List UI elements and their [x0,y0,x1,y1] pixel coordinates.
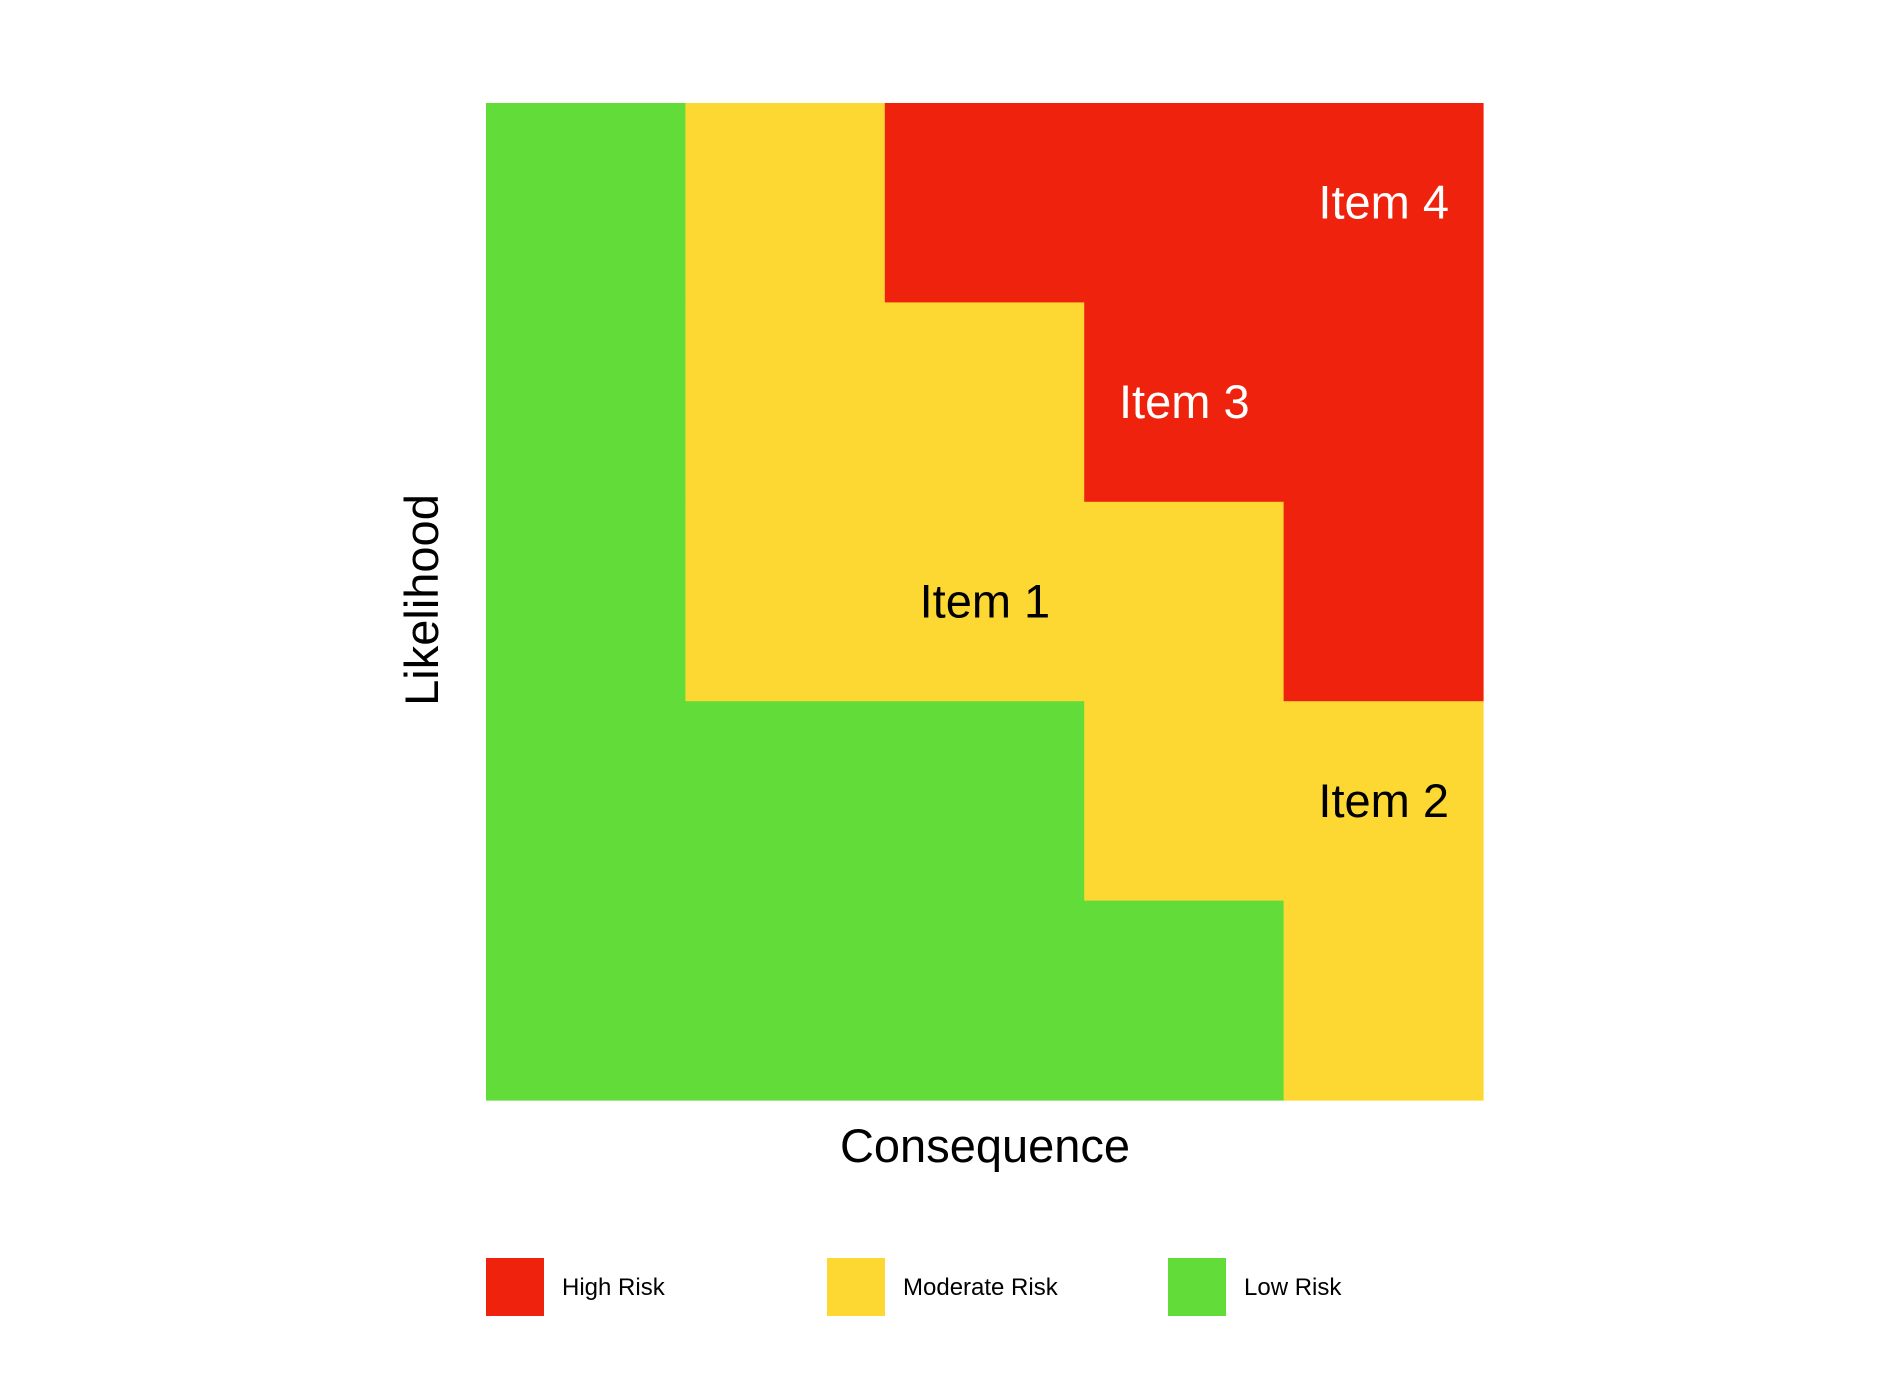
heatmap-cell-high [1283,103,1484,303]
heatmap-cell-moderate [1084,501,1285,702]
heatmap-cell-moderate [884,302,1085,503]
heatmap-cell-low [1084,900,1285,1101]
y-axis-label: Likelihood [395,494,448,706]
item-label: Item 2 [1318,774,1449,827]
legend-swatch-low [1168,1258,1226,1316]
heatmap-cell-low [884,701,1085,902]
heatmap-cell-high [884,103,1085,303]
heatmap-cell-moderate [884,501,1085,702]
heatmap-cell-low [486,900,686,1101]
heatmap-cell-high [1283,501,1484,702]
heatmap-cell-moderate [685,103,886,303]
legend-label-moderate: Moderate Risk [903,1274,1059,1301]
heatmap-cell-moderate [1283,701,1484,902]
heatmap-cell-low [685,900,886,1101]
heatmap-cell-low [486,103,686,303]
heatmap-cell-low [486,302,686,503]
legend: High Risk Moderate Risk Low Risk [486,1258,1342,1316]
item-label: Item 3 [1119,375,1250,428]
item-label: Item 4 [1318,176,1449,229]
heatmap-cell-low [685,701,886,902]
x-axis-label: Consequence [840,1119,1130,1172]
heatmap-cell-high [1084,103,1285,303]
heatmap-cell-low [486,501,686,702]
heatmap-cell-low [884,900,1085,1101]
legend-label-high: High Risk [562,1274,666,1301]
item-label: Item 1 [920,575,1051,628]
legend-label-low: Low Risk [1244,1274,1342,1301]
heatmap-cell-high [1283,302,1484,503]
heatmap-cell-moderate [685,302,886,503]
heatmap-cell-high [1084,302,1285,503]
heatmap-cell-low [486,701,686,902]
legend-swatch-high [486,1258,544,1316]
heatmap-cell-moderate [685,501,886,702]
legend-swatch-moderate [827,1258,885,1316]
heatmap-cells [486,103,1484,1101]
heatmap-cell-moderate [1084,701,1285,902]
heatmap-cell-moderate [1283,900,1484,1101]
item-labels: Item 1 Item 2 Item 3 Item 4 [920,176,1449,827]
